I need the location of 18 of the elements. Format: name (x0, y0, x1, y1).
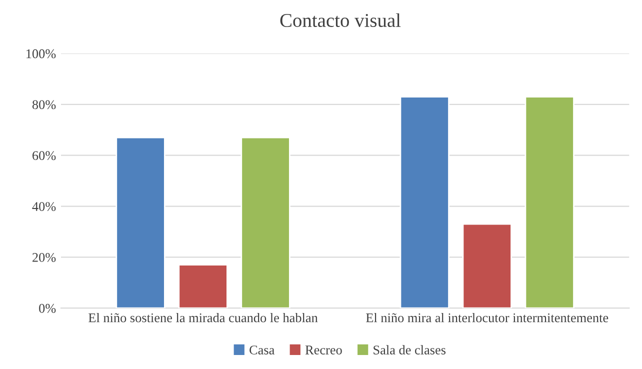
y-tick-label: 40% (32, 202, 56, 212)
y-tick-label: 100% (26, 49, 56, 58)
legend-label: Recreo (305, 346, 342, 354)
bar (400, 96, 450, 308)
bar (240, 136, 290, 308)
x-tick-label: El niño mira al interlocutor intermitentemente (366, 312, 608, 322)
chart-title: Contacto visual (280, 13, 401, 28)
y-tick-label: 80% (32, 100, 56, 110)
legend-label: Sala de clases (374, 345, 446, 354)
bar (116, 136, 166, 308)
y-tick-label: 20% (32, 252, 56, 262)
bar (178, 264, 228, 308)
x-tick-label: El niño sostiene la mirada cuando le hablan (88, 312, 318, 322)
legend-label: Casa (250, 346, 274, 354)
y-tick-label: 0% (39, 304, 56, 313)
y-tick-label: 60% (32, 151, 56, 160)
bar (462, 223, 512, 308)
bar (524, 96, 574, 308)
